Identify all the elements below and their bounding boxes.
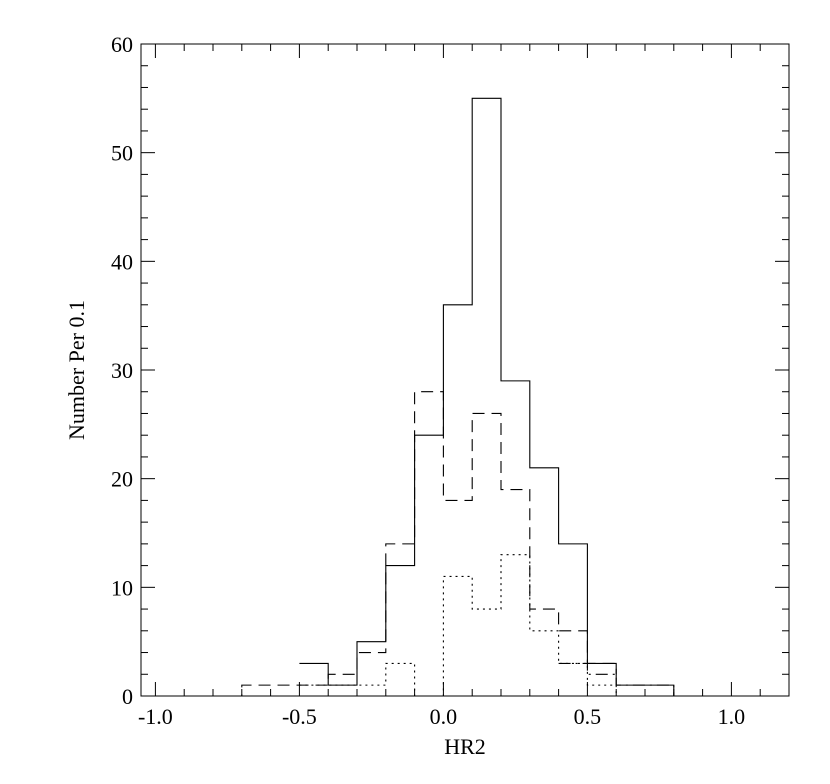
- series-layer: [155, 97, 761, 697]
- histogram-series-dashed: [155, 391, 617, 697]
- histogram-series-solid: [299, 97, 703, 697]
- histogram-series-dotted: [299, 554, 674, 697]
- y-tick-label: 30: [111, 358, 133, 383]
- x-axis-label: HR2: [444, 734, 486, 759]
- x-tick-label: 1.0: [718, 704, 746, 729]
- x-tick-label: 0.0: [430, 704, 458, 729]
- y-axis-label: Number Per 0.1: [64, 300, 89, 440]
- y-tick-label: 50: [111, 141, 133, 166]
- y-tick-label: 0: [122, 684, 133, 709]
- x-tick-label: 0.5: [574, 704, 602, 729]
- axes: -1.0 -0.5 0.0 0.5 1.0 0 10 20 30 40 50 60: [111, 32, 790, 729]
- y-tick-label: 10: [111, 575, 133, 600]
- x-tick-label: -1.0: [138, 704, 173, 729]
- histogram-series-dash-dot: [558, 662, 761, 697]
- y-tick-label: 20: [111, 467, 133, 492]
- x-tick-label: -0.5: [282, 704, 317, 729]
- plot-frame: [140, 43, 790, 697]
- y-tick-label: 60: [111, 32, 133, 57]
- y-tick-label: 40: [111, 249, 133, 274]
